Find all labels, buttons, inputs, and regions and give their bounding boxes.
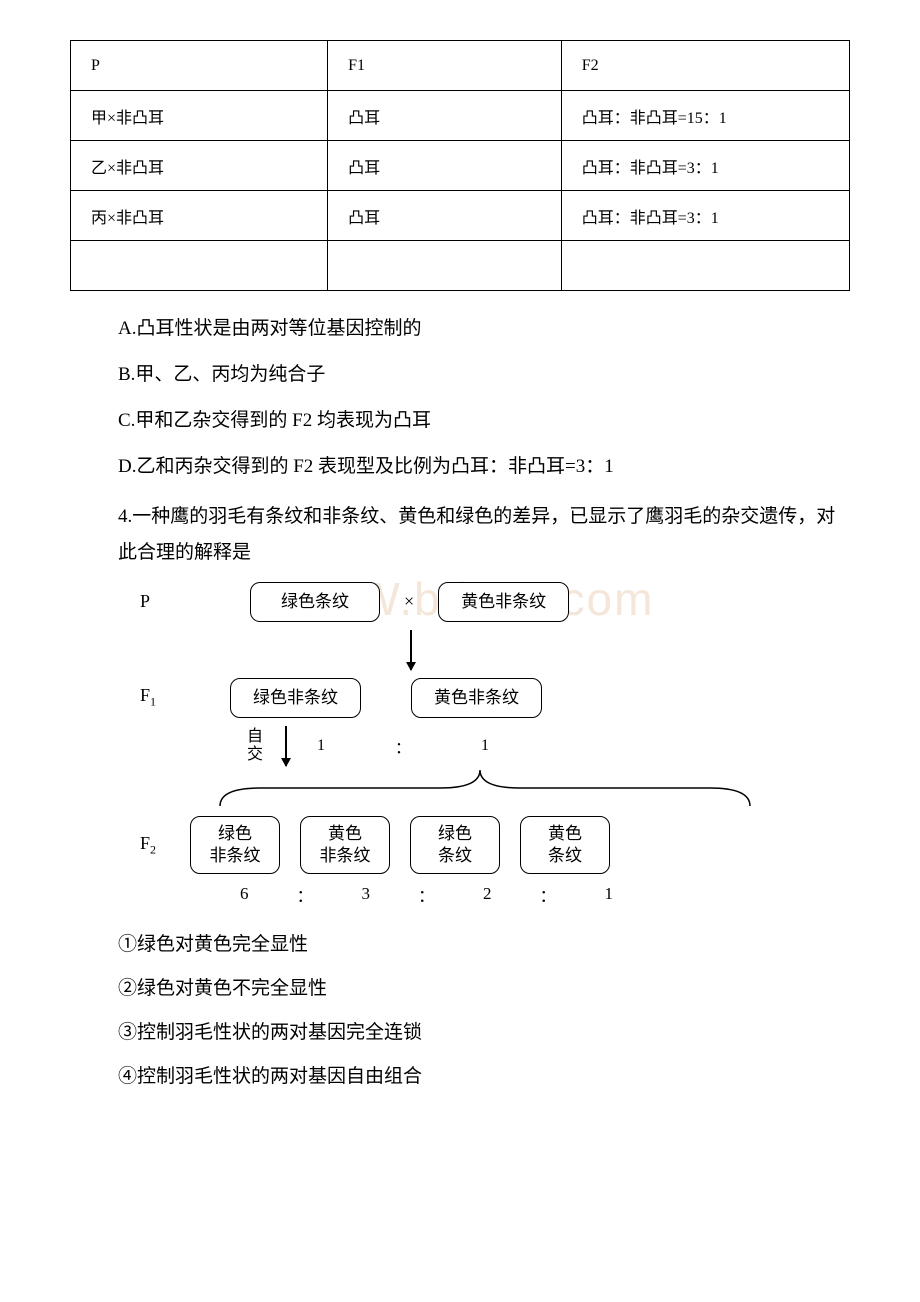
cross-diagram: WWW.bdocx.com P 绿色条纹 × 黄色非条纹 F1 绿色非条纹 黄色… [140, 582, 780, 907]
f2-ratio-2: 3 [362, 884, 371, 904]
arrow-down-icon [285, 726, 287, 766]
arrow-down-icon [410, 630, 412, 670]
p-right-box: 黄色非条纹 [438, 582, 569, 622]
option-3: ③控制羽毛性状的两对基因完全连锁 [118, 1015, 850, 1051]
option-d: D.乙和丙杂交得到的 F2 表现型及比例为凸耳：非凸耳=3：1 [118, 449, 850, 485]
table-row: 甲×非凸耳 [71, 91, 328, 141]
table-row: 丙×非凸耳 [71, 191, 328, 241]
f1-ratio-2: 1 [481, 737, 489, 755]
table-row: 乙×非凸耳 [71, 141, 328, 191]
option-b: B.甲、乙、丙均为纯合子 [118, 357, 850, 393]
f1-label: F1 [140, 685, 190, 710]
option-4: ④控制羽毛性状的两对基因自由组合 [118, 1059, 850, 1095]
f2-box-1: 绿色非条纹 [190, 816, 280, 874]
th-f1: F1 [328, 41, 562, 91]
table-row: 凸耳：非凸耳=3：1 [561, 141, 849, 191]
th-p: P [71, 41, 328, 91]
colon: ： [297, 882, 314, 907]
table-row: 凸耳：非凸耳=15：1 [561, 91, 849, 141]
option-c: C.甲和乙杂交得到的 F2 均表现为凸耳 [118, 403, 850, 439]
option-2: ②绿色对黄色不完全显性 [118, 971, 850, 1007]
brace-icon [210, 768, 770, 808]
f2-ratio-1: 6 [240, 884, 249, 904]
table-row [71, 241, 328, 291]
f1-colon: ： [395, 734, 411, 758]
f1-right-box: 黄色非条纹 [411, 678, 542, 718]
option-a: A.凸耳性状是由两对等位基因控制的 [118, 311, 850, 347]
f2-label: F2 [140, 833, 190, 858]
f2-ratio-4: 1 [605, 884, 614, 904]
p-label: P [140, 591, 190, 612]
f1-ratio-1: 1 [317, 737, 325, 755]
cross-table: P F1 F2 甲×非凸耳 凸耳 凸耳：非凸耳=15：1 乙×非凸耳 凸耳 凸耳… [70, 40, 850, 291]
f2-ratio-3: 2 [483, 884, 492, 904]
f2-box-2: 黄色非条纹 [300, 816, 390, 874]
table-row [561, 241, 849, 291]
self-cross-label: 自 交 [245, 728, 265, 763]
table-row: 凸耳 [328, 91, 562, 141]
colon: ： [540, 882, 557, 907]
table-row: 凸耳 [328, 141, 562, 191]
table-row: 凸耳：非凸耳=3：1 [561, 191, 849, 241]
cross-symbol: × [404, 591, 414, 612]
colon: ： [418, 882, 435, 907]
table-row: 凸耳 [328, 191, 562, 241]
table-row [328, 241, 562, 291]
f1-left-box: 绿色非条纹 [230, 678, 361, 718]
option-1: ①绿色对黄色完全显性 [118, 927, 850, 963]
f2-box-4: 黄色条纹 [520, 816, 610, 874]
p-left-box: 绿色条纹 [250, 582, 380, 622]
f2-box-3: 绿色条纹 [410, 816, 500, 874]
question-4: 4.一种鹰的羽毛有条纹和非条纹、黄色和绿色的差异，已显示了鹰羽毛的杂交遗传，对此… [118, 499, 850, 571]
th-f2: F2 [561, 41, 849, 91]
